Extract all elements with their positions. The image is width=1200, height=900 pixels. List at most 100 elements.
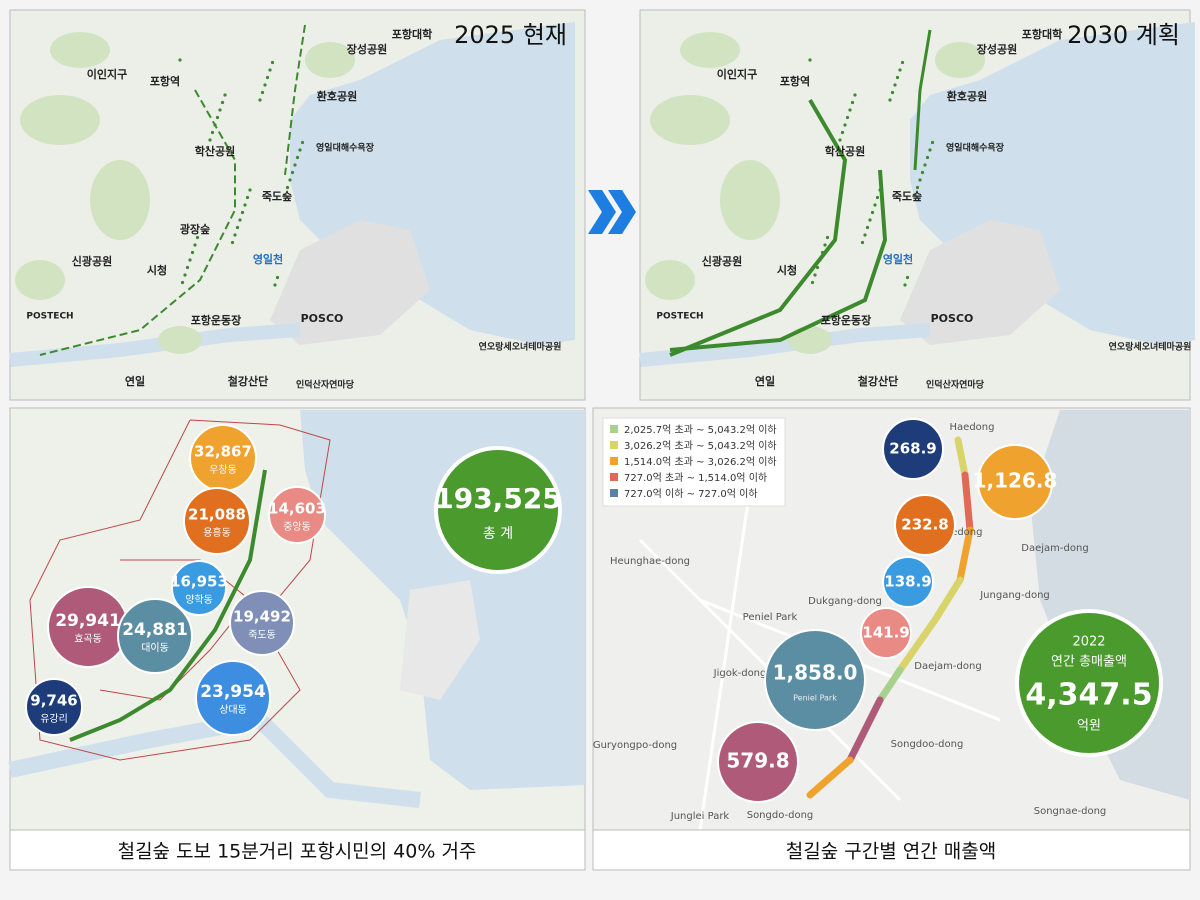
caption: 철길숲 도보 15분거리 포항시민의 40% 거주: [118, 841, 477, 863]
tree-dot: [195, 235, 200, 240]
total-bubble: [434, 446, 562, 574]
tree-dot: [845, 115, 850, 120]
sea: [290, 22, 575, 345]
legend-swatch: [610, 473, 618, 481]
tree-dot: [815, 265, 820, 270]
place-label: Jungang-dong: [979, 590, 1050, 601]
tree-dot: [888, 98, 892, 102]
industrial-land: [270, 220, 430, 345]
place-label: Heunghae-dong: [610, 556, 690, 567]
map-label: 환호공원: [317, 89, 357, 103]
resident-bubble: [268, 486, 326, 544]
sales-bubble: [977, 444, 1053, 520]
map-label: 죽도숲: [892, 190, 922, 203]
total-year: 2022: [1072, 635, 1105, 650]
map-label: 장성공원: [977, 42, 1017, 56]
bubble-value: 232.8: [901, 516, 948, 534]
place-label: Daejam-dong: [1021, 543, 1088, 554]
place-label: Peniel Park: [743, 612, 798, 623]
tree-dot: [248, 188, 252, 192]
legend-label: 3,026.2억 초과 ~ 5,043.2억 이하: [624, 439, 777, 452]
tree-dot: [823, 243, 827, 247]
tree-dot: [875, 195, 880, 200]
legend-swatch: [610, 425, 618, 433]
bubble-value: 138.9: [884, 573, 931, 591]
sales-bubble: [717, 721, 799, 803]
sea: [910, 22, 1195, 345]
place-label: Haedong: [938, 527, 983, 538]
caption-band: [592, 829, 1191, 871]
bubble-note: Peniel Park: [793, 694, 837, 703]
tree-dot: [920, 170, 925, 175]
bubble-value: 579.8: [726, 749, 789, 773]
tree-dot: [843, 123, 847, 127]
resident-bubble: [171, 560, 227, 616]
legend-box: [602, 417, 786, 507]
tree-dot: [180, 280, 185, 285]
tree-dot: [208, 138, 212, 142]
place-label: Daejam-dong: [914, 661, 981, 672]
map-label: 포항운동장: [191, 313, 242, 327]
bubble-value: 9,746: [30, 692, 77, 710]
legend-label: 727.0억 이하 ~ 727.0억 이하: [624, 487, 758, 500]
map-label: 학산공원: [195, 144, 235, 158]
rail-forest: [39, 89, 236, 356]
bubble-name: 대이동: [141, 642, 169, 654]
map-label: 장성공원: [347, 42, 387, 56]
tree-dot: [300, 140, 305, 145]
tree-dot: [188, 258, 192, 262]
map-label: 연오랑세오녀테마공원: [1109, 341, 1192, 353]
map-label: 죽도숲: [262, 190, 292, 203]
tree-dot: [185, 265, 190, 270]
map-label: 인덕산자연마당: [926, 379, 985, 391]
tree-dot: [210, 130, 215, 135]
park-area: [50, 32, 110, 68]
bubble-name: 중앙동: [283, 521, 311, 533]
park-area: [935, 42, 985, 78]
map-label: 이인지구: [87, 67, 127, 81]
map-label: 영일대해수욕장: [316, 142, 375, 154]
tree-dot: [258, 98, 262, 102]
resident-bubble: [183, 487, 251, 555]
tree-dot: [853, 93, 857, 97]
resident-bubble: [117, 598, 193, 674]
tree-dot: [298, 148, 302, 152]
map-label: 영일대해수욕장: [946, 142, 1005, 154]
map-label: 철강산단: [228, 374, 268, 388]
tree-dot: [283, 193, 287, 197]
map-label: 시청: [777, 263, 797, 277]
bubble-name: 효곡동: [74, 633, 102, 645]
place-label: Guryongpo-dong: [593, 740, 677, 751]
tree-dot: [850, 100, 855, 105]
park-area: [650, 95, 730, 145]
tree-dot: [285, 185, 290, 190]
map-label: 연일: [125, 374, 145, 388]
bubble-name: 죽도동: [248, 629, 276, 641]
map-label: POSCO: [301, 312, 344, 325]
tree-dot: [268, 68, 272, 72]
sales-bubble: [882, 418, 944, 480]
place-label: Junglei Park: [670, 811, 730, 822]
tree-dot: [295, 155, 300, 160]
park-area: [90, 160, 150, 240]
park-area: [788, 326, 832, 354]
sales-bubble: [860, 607, 912, 659]
map-label: 영일천: [253, 252, 283, 266]
rail-segment: [806, 756, 854, 799]
tree-dot: [293, 163, 297, 167]
map-label: 포항역: [150, 74, 180, 88]
total-label: 연간 총매출액: [1051, 655, 1127, 670]
map-label: 인덕산자연마당: [296, 379, 355, 391]
tree-dot: [218, 108, 222, 112]
map-label: 연일: [755, 374, 775, 388]
park-area: [645, 260, 695, 300]
caption-band: [9, 829, 586, 871]
place-label: Songdo-dong: [747, 810, 814, 821]
bubble-value: 141.9: [862, 624, 909, 642]
rail-forest: [913, 29, 932, 171]
tree-dot: [263, 83, 267, 87]
tree-dot: [865, 225, 870, 230]
tree-dot: [893, 83, 897, 87]
tree-dot: [220, 100, 225, 105]
